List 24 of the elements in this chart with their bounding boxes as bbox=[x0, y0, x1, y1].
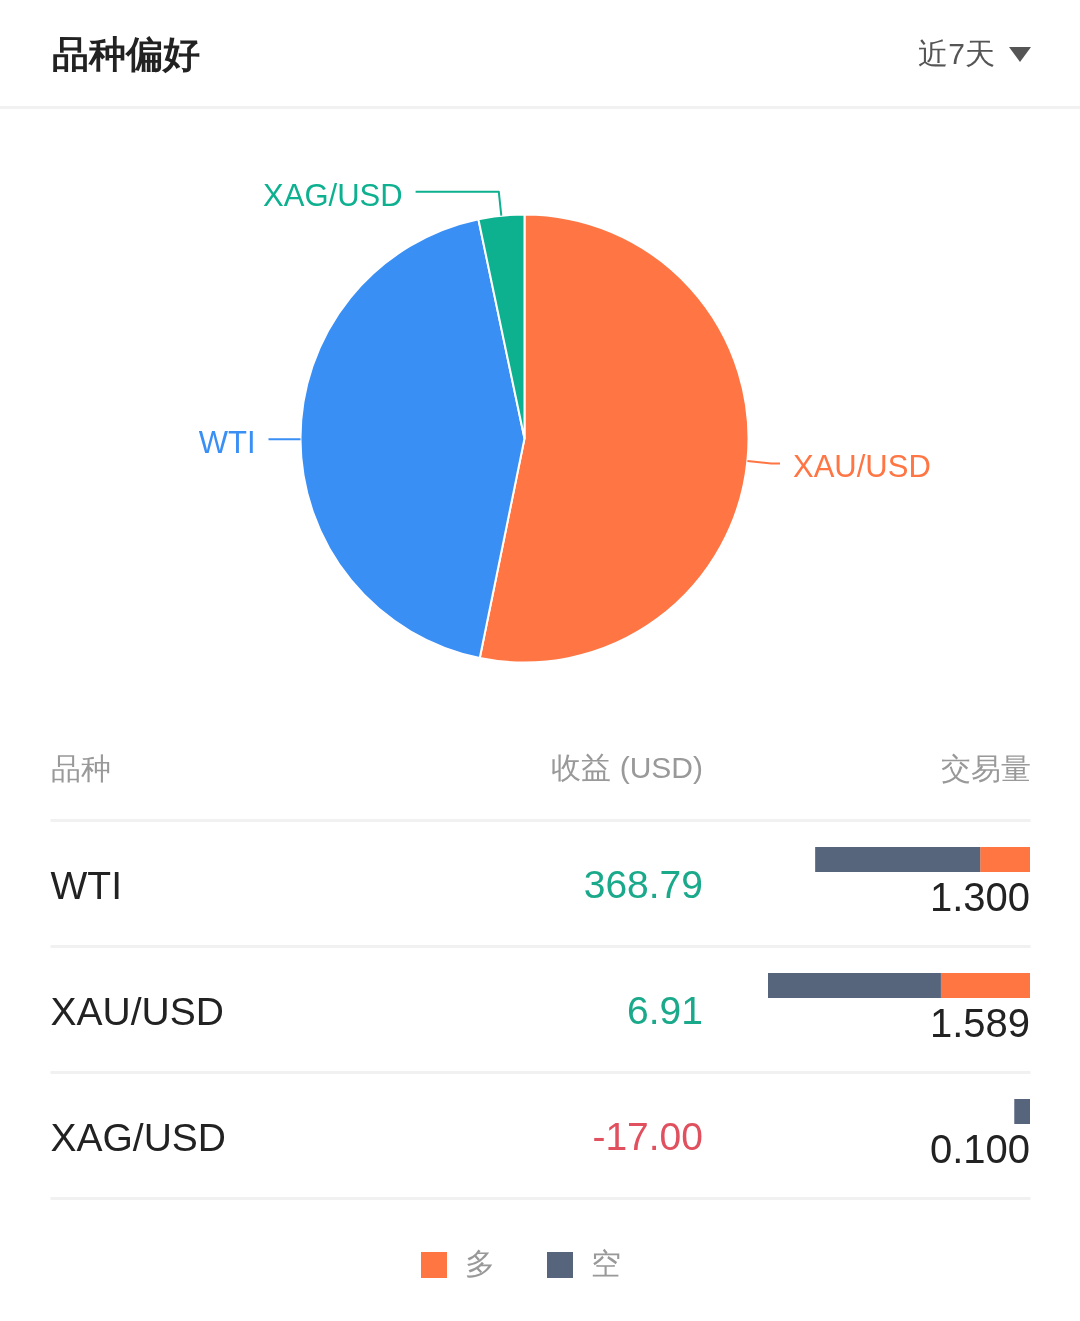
y-tick-label: WTI bbox=[50, 863, 122, 907]
y-axis-title: 品种 bbox=[50, 751, 111, 785]
slice-label: WTI bbox=[198, 425, 256, 461]
bar bbox=[768, 973, 941, 998]
x-axis-title: 交易量 bbox=[940, 751, 1031, 785]
slice-label: XAG/USD bbox=[263, 177, 403, 213]
y-tick-label: XAG/USD bbox=[50, 1115, 227, 1159]
legend-label: 空 bbox=[591, 1247, 621, 1280]
data-label: 368.79 bbox=[583, 863, 703, 906]
data-label: 6.91 bbox=[627, 989, 703, 1032]
bar bbox=[940, 973, 1030, 998]
slice-label: XAU/USD bbox=[793, 449, 931, 485]
legend-label: 多 bbox=[465, 1247, 495, 1280]
chart-title: 品种偏好 bbox=[52, 33, 200, 77]
data-label: 1.589 bbox=[929, 1001, 1030, 1045]
chart-subtitle: 近7天 bbox=[918, 36, 995, 72]
data-label: -17.00 bbox=[592, 1115, 703, 1158]
bar bbox=[980, 847, 1030, 872]
bar bbox=[815, 847, 981, 872]
bar bbox=[1014, 1099, 1030, 1124]
data-label: 0.100 bbox=[929, 1127, 1030, 1171]
y-tick-label: XAU/USD bbox=[50, 989, 224, 1033]
data-label: 1.300 bbox=[929, 875, 1030, 919]
text: 收益 (USD) bbox=[551, 751, 703, 784]
